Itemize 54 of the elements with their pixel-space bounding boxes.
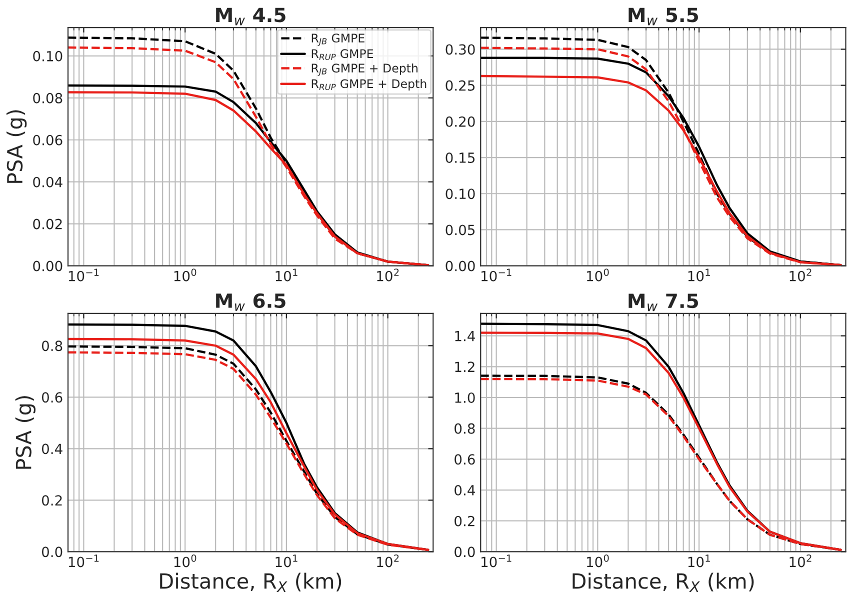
y-tick-label: 0.4 — [42, 444, 62, 454]
x-tick-label: 10$^{2}$ — [377, 268, 399, 282]
x-tick-label: 10$^{1}$ — [276, 268, 298, 282]
y-tick-label: 0.10 — [33, 50, 62, 62]
legend-label: R$_{RUP}$ GMPE + Depth — [312, 79, 426, 90]
chart-title: M$_{w}$ 7.5 — [628, 294, 698, 312]
x-tick-label: 10$^{1}$ — [276, 554, 298, 568]
legend-label: R$_{JB}$ GMPE — [312, 34, 364, 46]
chart-title: M$_{w}$ 4.5 — [216, 8, 286, 26]
y-tick-label: 0.6 — [454, 454, 475, 465]
x-tick-label: 10$^{0}$ — [174, 554, 196, 568]
x-tick-label: 10$^{1}$ — [688, 268, 710, 282]
x-tick-label: 10$^{−1}$ — [68, 268, 99, 282]
y-tick-label: 1.4 — [455, 330, 475, 342]
y-tick-label: 0.0 — [42, 546, 62, 558]
y-tick-label: 1.2 — [455, 362, 474, 372]
y-tick-label: 0.00 — [446, 260, 475, 272]
x-tick-label: 10$^{1}$ — [688, 554, 710, 568]
y-tick-label: 0.15 — [446, 152, 475, 164]
chart-title: M$_{w}$ 6.5 — [216, 293, 286, 311]
y-tick-label: 0.6 — [42, 392, 62, 403]
y-axis-title: PSA (g) — [6, 110, 27, 183]
x-axis-title: Distance, R$_{X}$ (km) — [572, 572, 754, 592]
x-tick-label: 10$^{2}$ — [377, 554, 399, 568]
y-tick-label: 0.06 — [33, 134, 62, 146]
x-tick-label: 10$^{2}$ — [790, 554, 812, 568]
y-tick-label: 1.0 — [455, 392, 475, 403]
y-tick-label: 0.2 — [454, 516, 474, 526]
y-tick-label: 0.04 — [33, 176, 62, 188]
y-tick-label: 0.4 — [454, 484, 475, 496]
x-axis-title: Distance, R$_{X}$ (km) — [160, 572, 342, 592]
x-tick-label: 10$^{−1}$ — [68, 554, 99, 568]
y-tick-label: 0.25 — [446, 80, 475, 91]
y-tick-label: 0.20 — [446, 116, 475, 127]
x-tick-label: 10$^{0}$ — [174, 268, 196, 282]
y-tick-label: 0.10 — [446, 188, 475, 200]
x-tick-label: 10$^{0}$ — [586, 268, 609, 282]
x-tick-label: 10$^{−1}$ — [482, 268, 512, 282]
y-tick-label: 0.08 — [33, 92, 62, 104]
y-tick-label: 0.05 — [446, 224, 475, 236]
y-tick-label: 0.02 — [33, 218, 62, 230]
legend-label: R$_{JB}$ GMPE + Depth — [312, 63, 418, 76]
y-tick-label: 0.30 — [446, 44, 475, 55]
x-tick-label: 10$^{−1}$ — [482, 554, 512, 568]
x-tick-label: 10$^{0}$ — [586, 554, 609, 568]
y-tick-label: 0.2 — [42, 495, 62, 506]
y-axis-title: PSA (g) — [15, 396, 36, 469]
y-tick-label: 0.8 — [42, 340, 62, 352]
x-tick-label: 10$^{2}$ — [790, 268, 812, 282]
y-tick-label: 0.00 — [33, 260, 62, 272]
y-tick-label: 0.8 — [454, 423, 475, 434]
legend-label: R$_{RUP}$ GMPE — [312, 49, 374, 60]
chart-title: M$_{w}$ 5.5 — [628, 8, 698, 26]
y-tick-label: 0.0 — [454, 546, 475, 558]
